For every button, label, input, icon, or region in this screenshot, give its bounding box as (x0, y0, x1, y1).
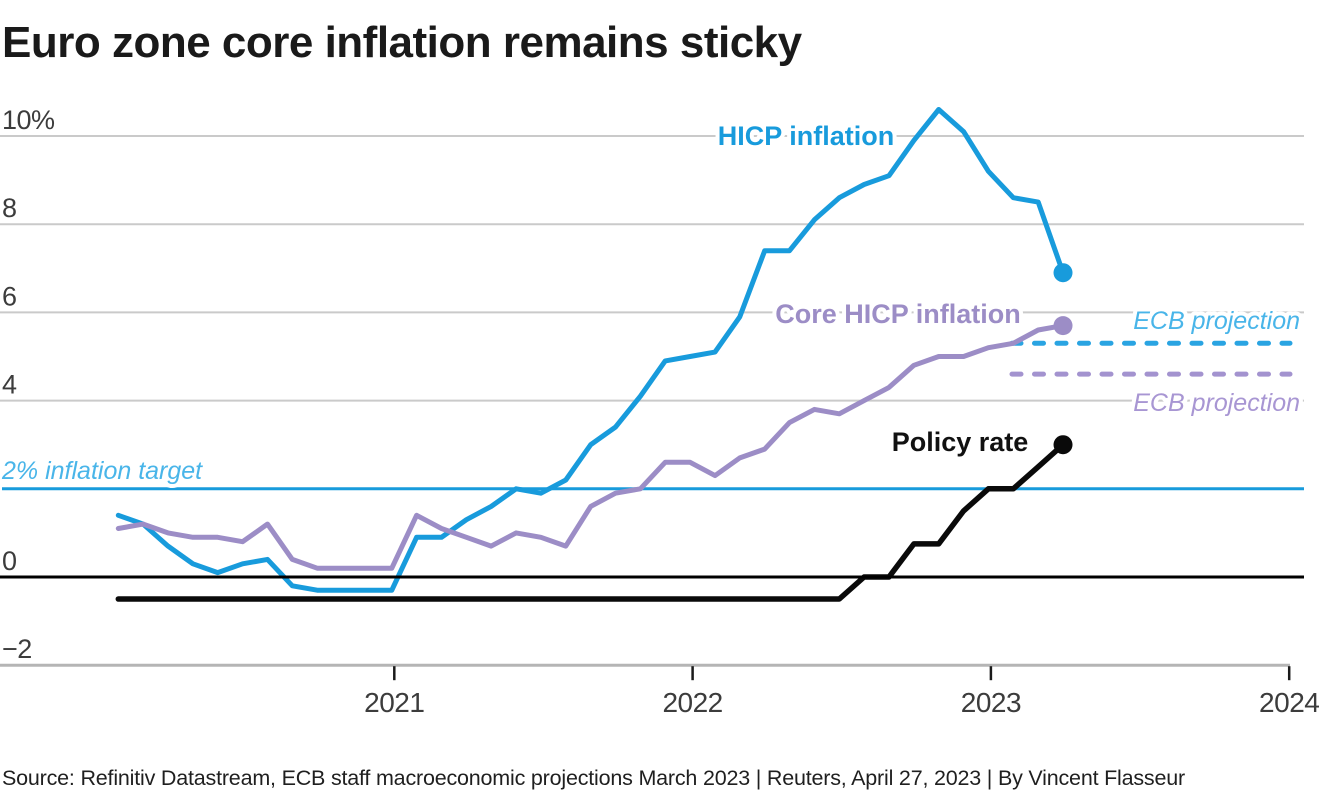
policy-end-dot (1053, 435, 1073, 455)
policy-series-label: Policy rate (892, 427, 1029, 457)
inflation-target-label: 2% inflation target (1, 457, 203, 485)
y-tick-label-−2: −2 (2, 634, 32, 664)
year-label-2023: 2023 (961, 687, 1021, 718)
y-tick-label-10%: 10% (2, 105, 55, 135)
core-line (115, 323, 1066, 571)
hicp-series-label: HICP inflation (718, 121, 895, 151)
source-attribution: Source: Refinitiv Datastream, ECB staff … (2, 766, 1185, 790)
year-label-2022: 2022 (662, 687, 722, 718)
hicp-end-dot (1053, 263, 1073, 283)
policy-line (115, 441, 1066, 602)
hicp-projection-label: ECB projection (1133, 307, 1300, 335)
year-label-2021: 2021 (364, 687, 424, 718)
y-tick-label-6: 6 (2, 281, 17, 311)
core-projection-label: ECB projection (1133, 389, 1300, 417)
y-tick-label-0: 0 (2, 546, 17, 576)
core-end-dot (1053, 316, 1073, 336)
y-tick-label-8: 8 (2, 193, 17, 223)
core-series-label: Core HICP inflation (775, 299, 1021, 329)
year-label-2024: 2024 (1259, 687, 1319, 718)
hicp-line (115, 107, 1066, 593)
chart-title: Euro zone core inflation remains sticky (2, 18, 802, 67)
y-tick-label-4: 4 (2, 370, 17, 400)
